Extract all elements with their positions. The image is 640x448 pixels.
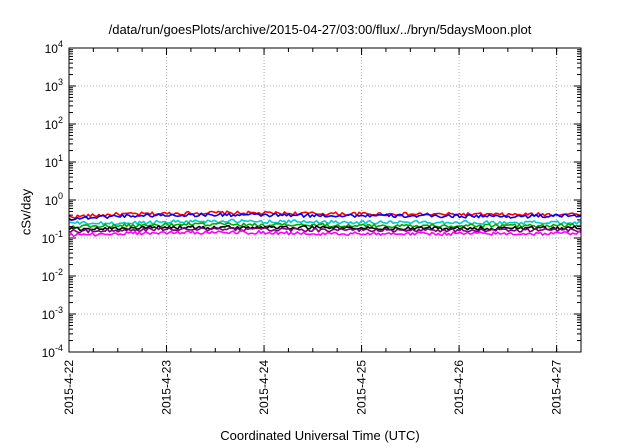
y-tick-label-exponent: 3 — [58, 77, 63, 87]
series-lines — [68, 210, 582, 237]
y-tick-label-exponent: -3 — [55, 305, 63, 315]
y-tick-label: 10-4 — [42, 343, 63, 360]
y-tick-label: 101 — [45, 153, 63, 170]
chart-title: /data/run/goesPlots/archive/2015-04-27/0… — [108, 22, 532, 37]
y-tick-label-base: 10 — [42, 308, 56, 322]
y-tick-label-exponent: 4 — [58, 39, 63, 49]
x-tick-label: 2015-4-22 — [62, 360, 76, 415]
y-tick-label-exponent: -1 — [55, 229, 63, 239]
y-tick-label-base: 10 — [42, 232, 56, 246]
y-tick-label-exponent: 2 — [58, 115, 63, 125]
y-tick-label-base: 10 — [45, 194, 59, 208]
y-tick-label: 102 — [45, 115, 63, 132]
x-tick-label: 2015-4-23 — [160, 360, 174, 415]
y-tick-label: 103 — [45, 77, 63, 94]
x-tick-label: 2015-4-25 — [355, 360, 369, 415]
y-tick-label-exponent: 0 — [58, 191, 63, 201]
y-tick-label-exponent: -4 — [55, 343, 63, 353]
axis-ticks: 10410310210110010-110-210-310-42015-4-22… — [42, 39, 582, 415]
series-line — [68, 230, 582, 237]
y-tick-label: 10-1 — [42, 229, 63, 246]
x-tick-label: 2015-4-26 — [452, 360, 466, 415]
y-tick-label-base: 10 — [45, 42, 59, 56]
y-tick-label: 100 — [45, 191, 63, 208]
y-tick-label: 10-3 — [42, 305, 63, 322]
y-tick-label: 104 — [45, 39, 63, 56]
series-line — [68, 226, 582, 234]
series-line — [68, 218, 582, 226]
series-line — [68, 212, 582, 221]
x-tick-label: 2015-4-27 — [550, 360, 564, 415]
y-tick-label-base: 10 — [45, 80, 59, 94]
y-tick-label-base: 10 — [45, 118, 59, 132]
y-tick-label: 10-2 — [42, 267, 63, 284]
y-tick-label-base: 10 — [42, 270, 56, 284]
y-tick-label-exponent: -2 — [55, 267, 63, 277]
y-tick-label-base: 10 — [45, 156, 59, 170]
x-axis-label: Coordinated Universal Time (UTC) — [220, 428, 420, 443]
y-tick-label-base: 10 — [42, 346, 56, 360]
grid-lines — [69, 48, 581, 352]
y-tick-label-exponent: 1 — [58, 153, 63, 163]
x-tick-label: 2015-4-24 — [257, 360, 271, 415]
series-line — [68, 222, 582, 229]
